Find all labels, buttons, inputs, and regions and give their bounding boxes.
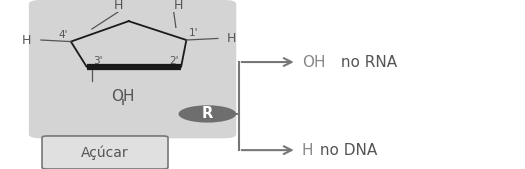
Text: H: H xyxy=(226,32,236,45)
Text: H: H xyxy=(174,0,183,12)
Text: OH: OH xyxy=(302,55,326,69)
Circle shape xyxy=(178,105,236,123)
Text: H: H xyxy=(113,0,123,12)
Text: OH: OH xyxy=(112,89,135,104)
Text: no RNA: no RNA xyxy=(336,55,397,69)
Text: 1': 1' xyxy=(189,28,198,38)
Text: H: H xyxy=(302,143,313,158)
FancyBboxPatch shape xyxy=(42,136,168,169)
Text: Açúcar: Açúcar xyxy=(81,145,129,160)
Text: no DNA: no DNA xyxy=(315,143,377,158)
Text: H: H xyxy=(22,33,31,46)
FancyBboxPatch shape xyxy=(29,0,236,138)
Text: 2': 2' xyxy=(169,56,179,66)
Text: R: R xyxy=(202,106,213,122)
Text: 3': 3' xyxy=(93,56,102,66)
Text: 4': 4' xyxy=(59,30,68,40)
